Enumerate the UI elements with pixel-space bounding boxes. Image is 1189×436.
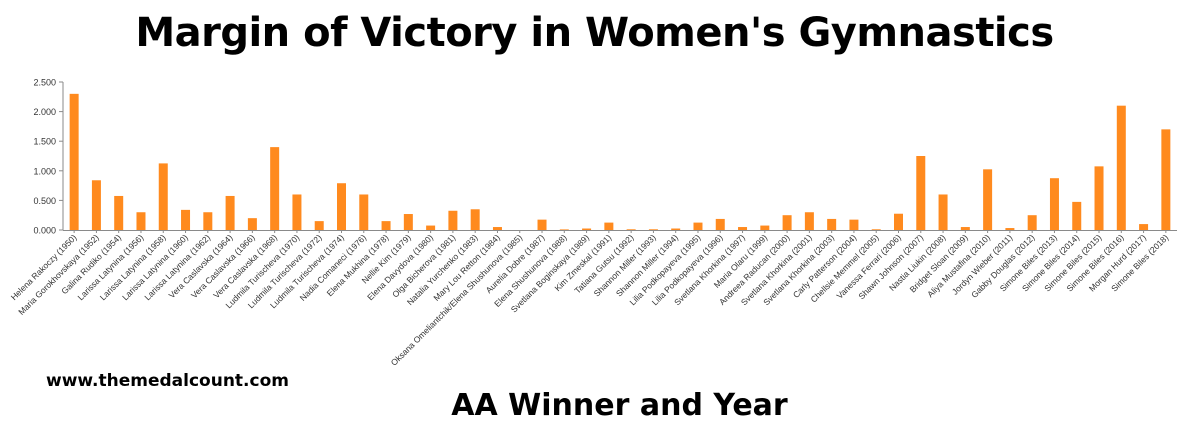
bar [1005, 228, 1015, 230]
bar [894, 213, 903, 230]
bar [158, 163, 168, 230]
bar [337, 183, 346, 230]
bar [292, 194, 302, 230]
bar [782, 215, 792, 230]
bar [983, 169, 993, 230]
bar [314, 221, 324, 230]
bar [871, 229, 881, 230]
y-tick-label: 0.000 [33, 226, 56, 236]
bar [492, 227, 502, 230]
bar [381, 221, 391, 230]
bar [448, 210, 458, 230]
y-tick-label: 1.500 [33, 137, 56, 147]
bar [916, 156, 926, 230]
bar [693, 222, 703, 230]
bar [849, 219, 859, 230]
bar [960, 227, 970, 230]
bar [403, 214, 413, 230]
y-tick-labels: 0.000 0.500 1.000 1.500 2.000 2.500 [33, 78, 56, 236]
bar [582, 228, 592, 230]
bar [203, 212, 213, 230]
bar [359, 194, 369, 230]
bar [648, 229, 658, 230]
x-tick-labels: Helena Rakoczy (1950)Maria Gorokhovskaya… [9, 232, 1171, 367]
bar [470, 209, 480, 230]
bar [114, 195, 124, 230]
axes [59, 81, 1177, 233]
bar [247, 218, 257, 230]
bar [1094, 166, 1104, 230]
site-watermark: www.themedalcount.com [46, 371, 289, 391]
bar [827, 218, 837, 230]
bar [537, 219, 547, 230]
bar [715, 218, 725, 230]
bar [1072, 201, 1082, 230]
bar [1161, 129, 1171, 230]
bar [1049, 178, 1059, 230]
bar [559, 229, 569, 230]
x-axis-label: AA Winner and Year [451, 388, 788, 423]
bar [136, 212, 146, 230]
bar [1139, 224, 1149, 230]
chart-title: Margin of Victory in Women's Gymnastics [135, 10, 1054, 56]
bar [804, 212, 814, 230]
bar [1116, 105, 1126, 230]
bar [69, 93, 79, 230]
bar [270, 147, 280, 230]
bar [626, 229, 636, 230]
y-tick-label: 2.000 [33, 107, 56, 117]
y-tick-label: 2.500 [33, 78, 56, 88]
bars [69, 93, 1171, 230]
bar [1027, 215, 1037, 230]
y-tick-label: 1.000 [33, 166, 56, 176]
bar [426, 225, 436, 230]
bar [738, 227, 748, 230]
bar [760, 225, 770, 230]
bar [181, 209, 191, 230]
bar [604, 222, 614, 230]
bar [938, 194, 948, 230]
y-tick-label: 0.500 [33, 196, 56, 206]
bar [91, 180, 101, 230]
bar [671, 228, 681, 230]
bar [225, 195, 235, 230]
